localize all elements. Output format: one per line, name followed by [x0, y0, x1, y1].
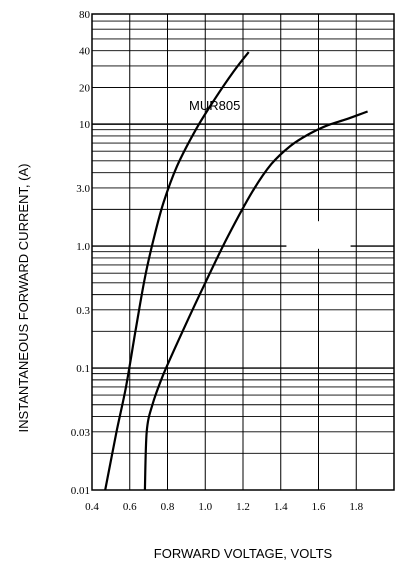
- tick-layer: 0.4 0.6 0.8 1.0 1.2 1.4 1.6 1.8 0.01 0.03 0.1 0.3 1.…: [71, 9, 364, 513]
- y-tick-label: 3.0: [76, 183, 90, 195]
- y-tick-label: 0.3: [76, 305, 90, 317]
- y-tick-label: 0.03: [71, 427, 91, 439]
- x-tick-label: 0.4: [85, 501, 99, 513]
- grid-layer: [91, 13, 395, 491]
- y-tick-label: 0.1: [76, 363, 90, 375]
- x-tick-label: 1.6: [312, 501, 326, 513]
- x-axis-title: FORWARD VOLTAGE, VOLTS: [154, 546, 333, 561]
- x-tick-label: 1.0: [198, 501, 212, 513]
- y-tick-label: 1.0: [76, 241, 90, 253]
- x-tick-label: 1.8: [349, 501, 363, 513]
- y-tick-label: 10: [79, 119, 91, 131]
- y-tick-label: 40: [79, 46, 91, 58]
- x-tick-label: 1.4: [274, 501, 288, 513]
- x-tick-label: 1.2: [236, 501, 250, 513]
- y-tick-label: 0.01: [71, 485, 90, 497]
- series-label-mur805: MUR805: [189, 98, 240, 113]
- series-curve-1: [104, 51, 250, 491]
- x-tick-label: 0.6: [123, 501, 137, 513]
- series-layer: [104, 51, 368, 491]
- y-axis-title: INSTANTANEOUS FORWARD CURRENT, (A): [16, 164, 31, 433]
- y-tick-label: 80: [79, 9, 91, 21]
- blank-patch: [286, 221, 351, 249]
- series-curve-2: [143, 110, 368, 491]
- y-tick-label: 20: [79, 82, 91, 94]
- x-tick-label: 0.8: [161, 501, 175, 513]
